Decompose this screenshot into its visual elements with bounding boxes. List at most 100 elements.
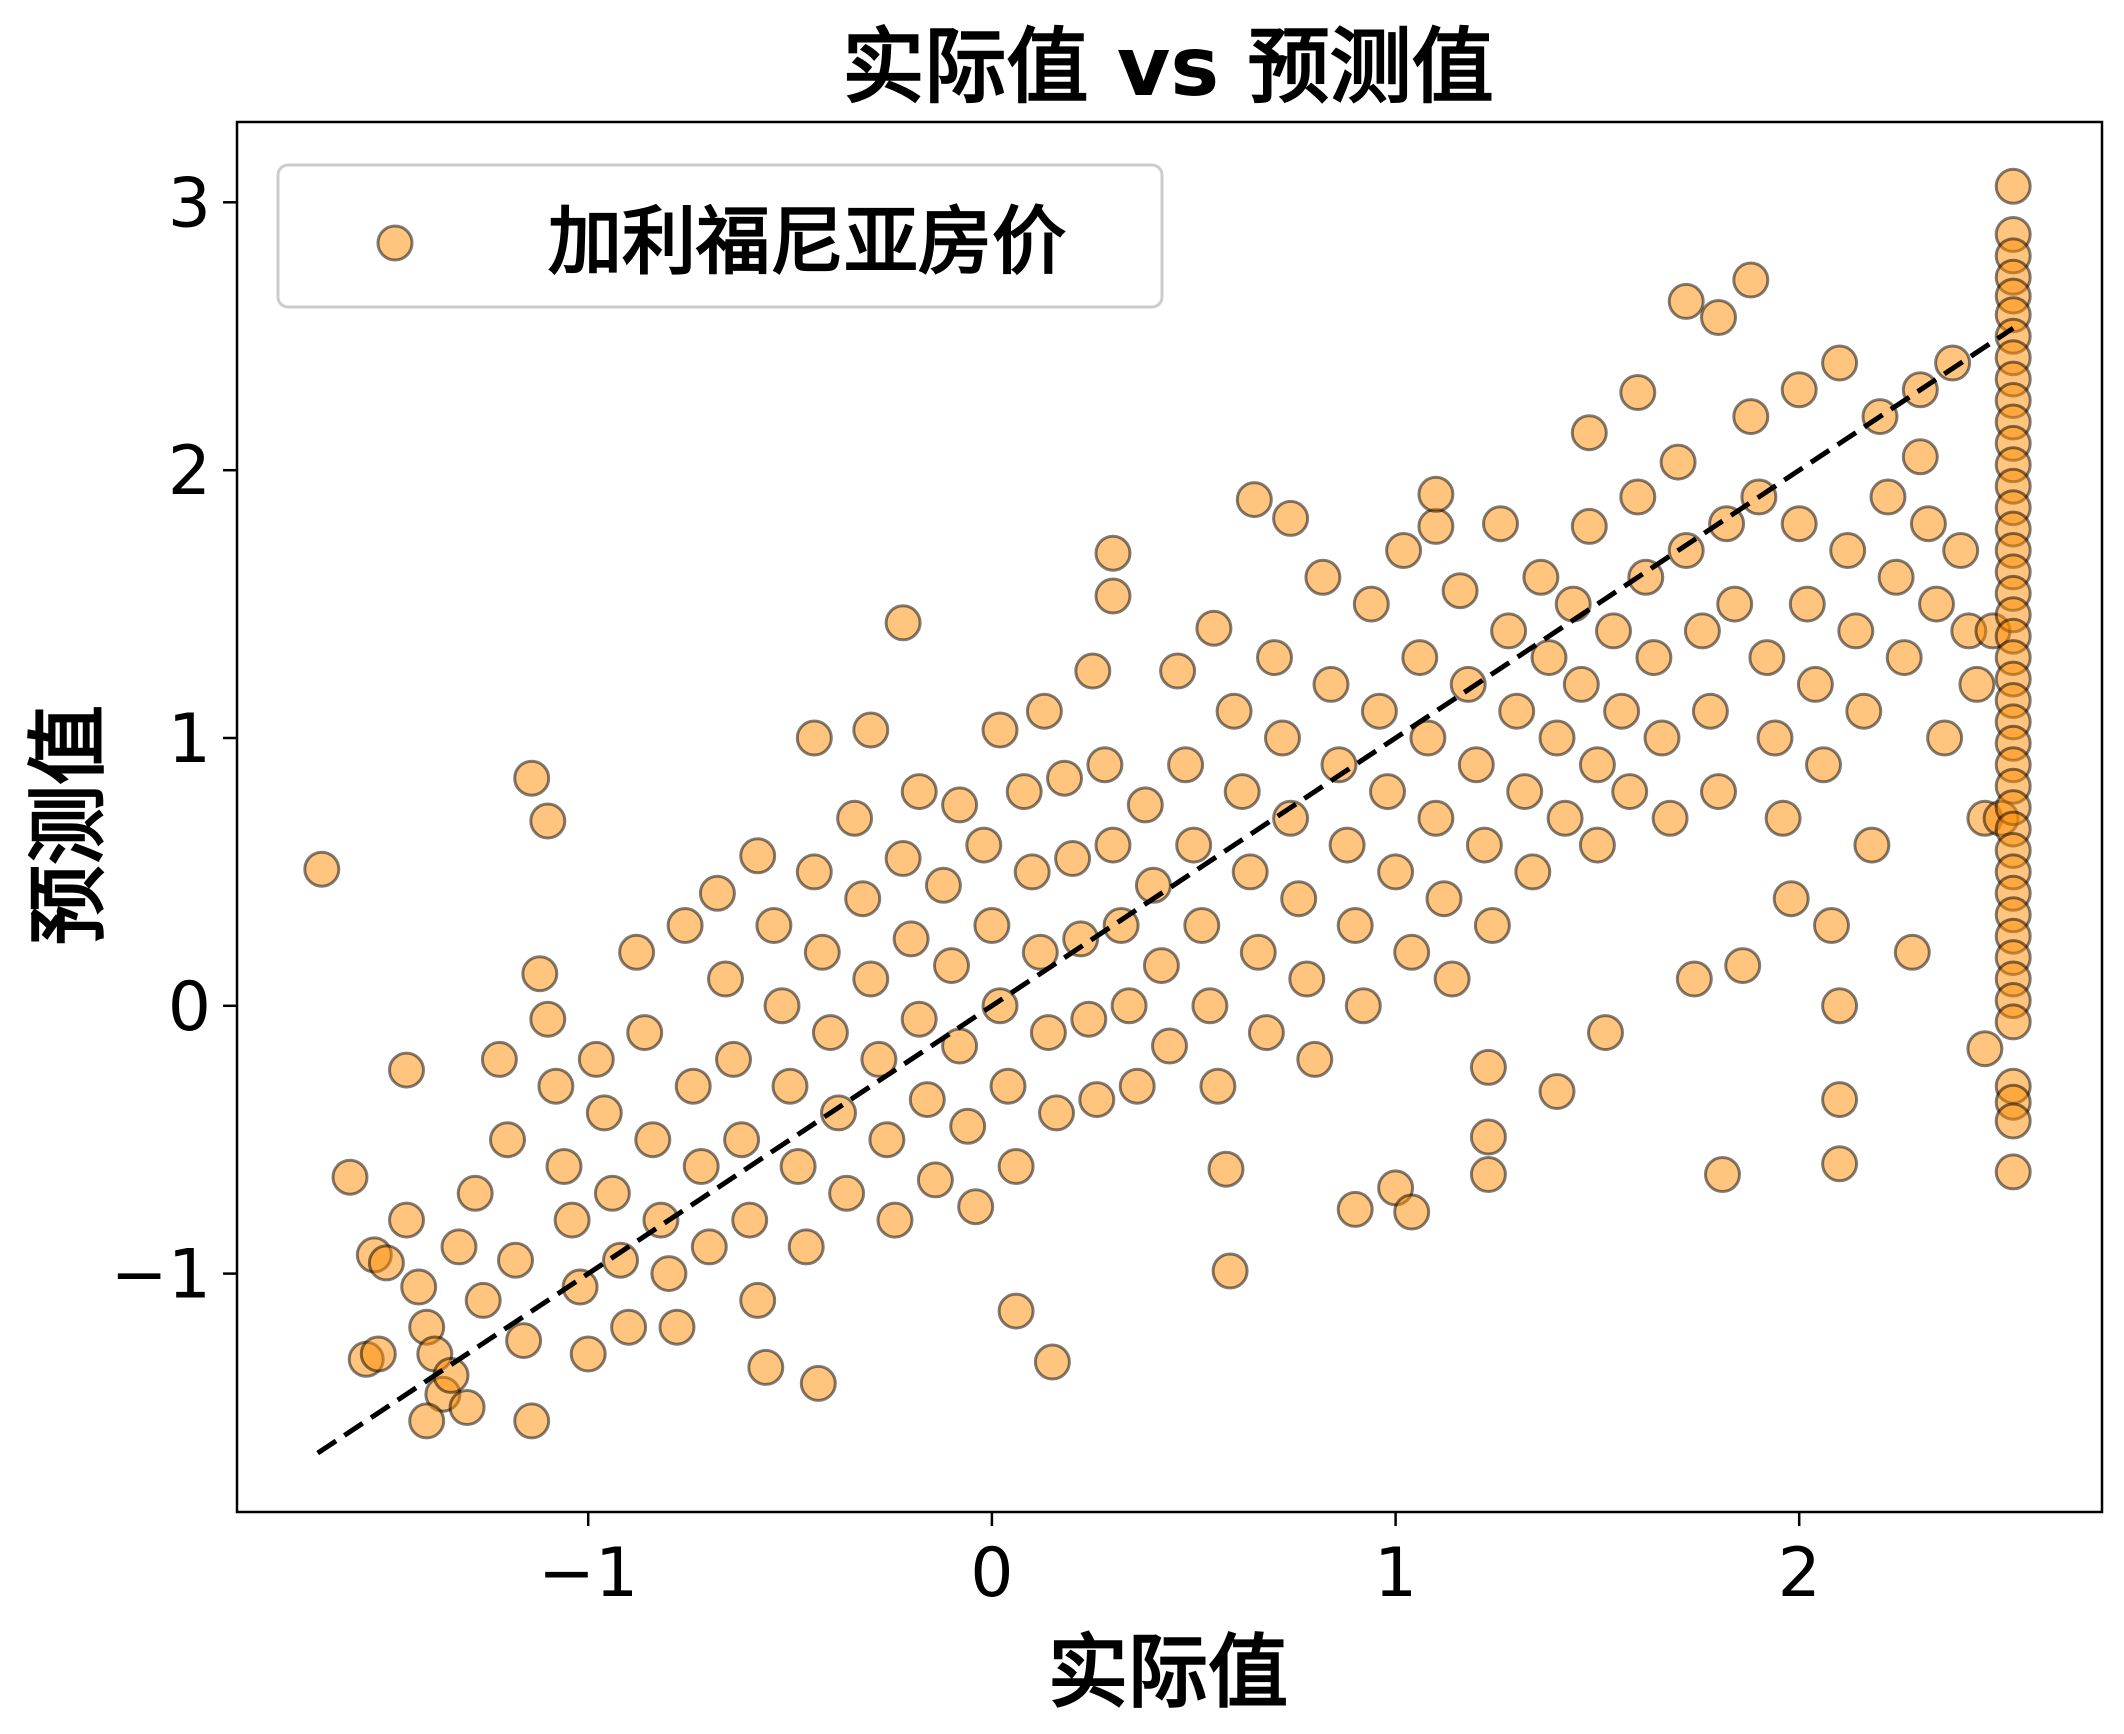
data-point [1837,612,1875,650]
data-point [1360,692,1398,730]
data-point [1821,1145,1859,1183]
data-point [1538,719,1576,757]
data-point [739,1281,777,1319]
legend-marker-icon [376,224,414,262]
data-point [965,826,1003,864]
data-point [1732,261,1770,299]
data-point [1469,1118,1507,1156]
data-point [1062,920,1100,958]
data-point [1280,880,1318,918]
data-point [1344,987,1382,1025]
y-axis-label: 预测值 [22,705,115,945]
data-point [1046,759,1083,797]
data-point [1659,443,1697,481]
data-point [1934,344,1972,382]
data-point [916,1161,954,1199]
data-point [811,1014,849,1052]
data-point [698,874,736,912]
data-point [1393,1193,1431,1231]
data-point [610,1308,648,1346]
data-point [1021,933,1059,971]
data-point [1126,786,1164,824]
data-point [1094,534,1132,572]
data-point [1994,167,2032,205]
data-point [456,1174,494,1212]
data-point [884,840,922,877]
data-point [957,1188,995,1226]
data-point [884,604,922,642]
data-point [682,1148,720,1185]
data-point [1926,719,1964,757]
data-point [715,1040,752,1078]
data-point [1724,947,1762,985]
data-point [1110,987,1148,1025]
reference-line [316,326,2015,1456]
data-point [650,1255,688,1293]
data-point [1958,665,1996,703]
data-point [1578,746,1616,784]
data-point [1304,558,1342,596]
data-point [1223,773,1261,811]
data-point [1142,947,1180,985]
data-point [464,1281,502,1319]
data-point [973,907,1011,944]
data-point [933,947,970,985]
data-point [1054,840,1092,877]
data-point [1235,481,1273,519]
data-point [1578,826,1616,864]
data-point [1199,1067,1237,1105]
data-point [1796,665,1834,703]
data-point [1320,746,1358,784]
data-point [1893,933,1931,971]
data-point [1441,572,1479,610]
data-point [799,1364,837,1402]
data-point [1780,371,1818,409]
data-point [1813,907,1850,944]
data-point [666,907,704,944]
data-point [1369,773,1406,811]
data-point [1683,612,1721,650]
data-point [489,1121,526,1159]
data-point [908,1081,946,1119]
data-point [1772,880,1810,918]
data-point [1667,282,1705,320]
data-point [1013,853,1051,891]
data-point [1651,799,1689,837]
data-point [989,1067,1027,1105]
x-tick-label: 1 [1374,1534,1417,1613]
data-point [1643,719,1681,757]
data-point [561,1268,599,1306]
data-point [1312,665,1350,703]
data-point [513,1402,551,1440]
data-point [1465,826,1503,864]
data-point [1780,505,1818,543]
legend: 加利福尼亚房价 [276,163,1164,309]
data-point [331,1158,369,1196]
x-axis: −1 0 1 2 [538,1512,1821,1613]
data-point [1901,438,1939,476]
y-axis: −1 0 1 2 3 [111,164,237,1315]
data-point [795,719,833,757]
data-point [1070,1000,1108,1038]
data-point [388,1201,425,1239]
data-point [367,1244,405,1282]
data-point [1821,987,1859,1025]
data-point [1239,933,1277,971]
data-point [553,1201,591,1239]
data-point [1490,612,1528,650]
data-point [707,960,744,998]
data-point [1247,1014,1285,1052]
data-point [1449,665,1487,703]
data-point [1469,1048,1507,1086]
data-point [303,850,341,888]
data-point [1691,692,1729,730]
data-point [1732,398,1770,436]
y-tick-label: 2 [168,432,211,511]
x-tick-label: 0 [970,1534,1013,1613]
data-point [1296,1040,1334,1078]
data-point [1994,1003,2032,1041]
x-tick-label: 2 [1778,1534,1821,1613]
data-point [1603,692,1641,730]
data-point [1033,1343,1071,1381]
